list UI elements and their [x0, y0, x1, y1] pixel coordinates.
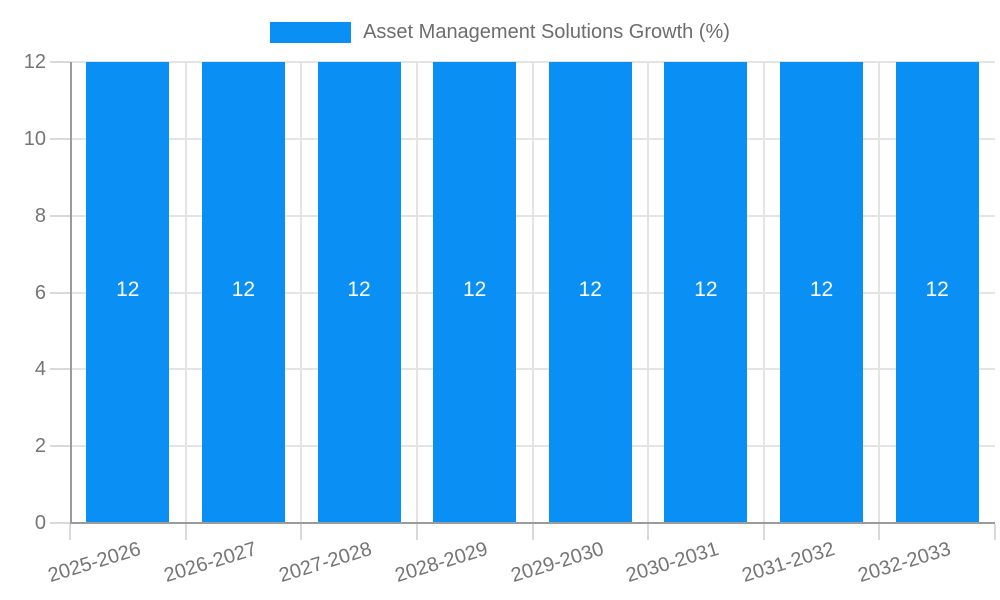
x-gridline: [184, 62, 187, 523]
y-tick: [50, 445, 70, 448]
x-tick-label: 2028-2029: [392, 537, 491, 587]
x-tick: [415, 524, 418, 540]
bar-value-label: 12: [809, 277, 834, 301]
x-gridline: [878, 62, 881, 523]
bar-value-label: 12: [116, 277, 140, 301]
legend-label: Asset Management Solutions Growth (%): [363, 21, 730, 43]
x-gridline: [647, 62, 650, 523]
bar-value-label: 12: [578, 277, 602, 301]
bar[interactable]: 12: [780, 62, 864, 523]
x-tick: [300, 524, 303, 540]
x-tick-label: 2029-2030: [508, 537, 607, 587]
x-tick-label: 2030-2031: [623, 537, 722, 587]
x-tick: [184, 524, 187, 540]
bar[interactable]: 12: [433, 62, 517, 523]
y-tick-label: 4: [34, 358, 46, 381]
x-tick: [994, 524, 996, 540]
x-tick-label: 2031-2032: [739, 537, 838, 587]
bar[interactable]: 12: [201, 62, 285, 523]
y-tick: [50, 214, 70, 217]
x-tick-label: 2025-2026: [45, 537, 144, 587]
x-tick: [531, 524, 534, 540]
bar-value-label: 12: [231, 277, 256, 301]
y-tick-label: 6: [34, 281, 46, 304]
x-tick: [878, 524, 881, 540]
x-tick-label: 2027-2028: [276, 537, 375, 587]
y-tick: [50, 61, 70, 63]
x-tick: [647, 524, 650, 540]
legend[interactable]: Asset Management Solutions Growth (%): [0, 20, 1000, 45]
x-tick-label: 2026-2027: [161, 537, 260, 587]
bar[interactable]: 12: [664, 62, 748, 523]
plot-area: 12 12 12 12 12 12 12 12: [70, 61, 995, 523]
y-axis-line: [70, 62, 72, 523]
x-gridline: [415, 62, 418, 523]
legend-swatch: [270, 22, 352, 43]
y-tick: [50, 522, 70, 524]
bar[interactable]: 12: [317, 62, 401, 523]
bar[interactable]: 12: [895, 62, 979, 523]
x-gridline: [300, 62, 303, 523]
y-tick: [50, 291, 70, 294]
x-axis-line: [70, 522, 995, 524]
y-tick-label: 8: [34, 204, 46, 227]
bar[interactable]: 12: [86, 62, 170, 523]
bar-value-label: 12: [694, 277, 718, 301]
x-tick: [762, 524, 765, 540]
bar-value-label: 12: [463, 277, 487, 301]
y-tick: [50, 368, 70, 371]
y-tick-label: 0: [34, 512, 46, 534]
bar[interactable]: 12: [548, 62, 632, 523]
x-gridline: [531, 62, 534, 523]
x-tick: [69, 524, 71, 540]
y-tick: [50, 137, 70, 140]
bar-value-label: 12: [347, 277, 371, 301]
y-tick-label: 2: [34, 435, 46, 458]
x-tick-label: 2032-2033: [855, 537, 953, 587]
y-tick-label: 10: [23, 127, 46, 150]
bar-value-label: 12: [925, 277, 949, 301]
y-tick-label: 12: [23, 51, 46, 73]
x-gridline: [762, 62, 765, 523]
